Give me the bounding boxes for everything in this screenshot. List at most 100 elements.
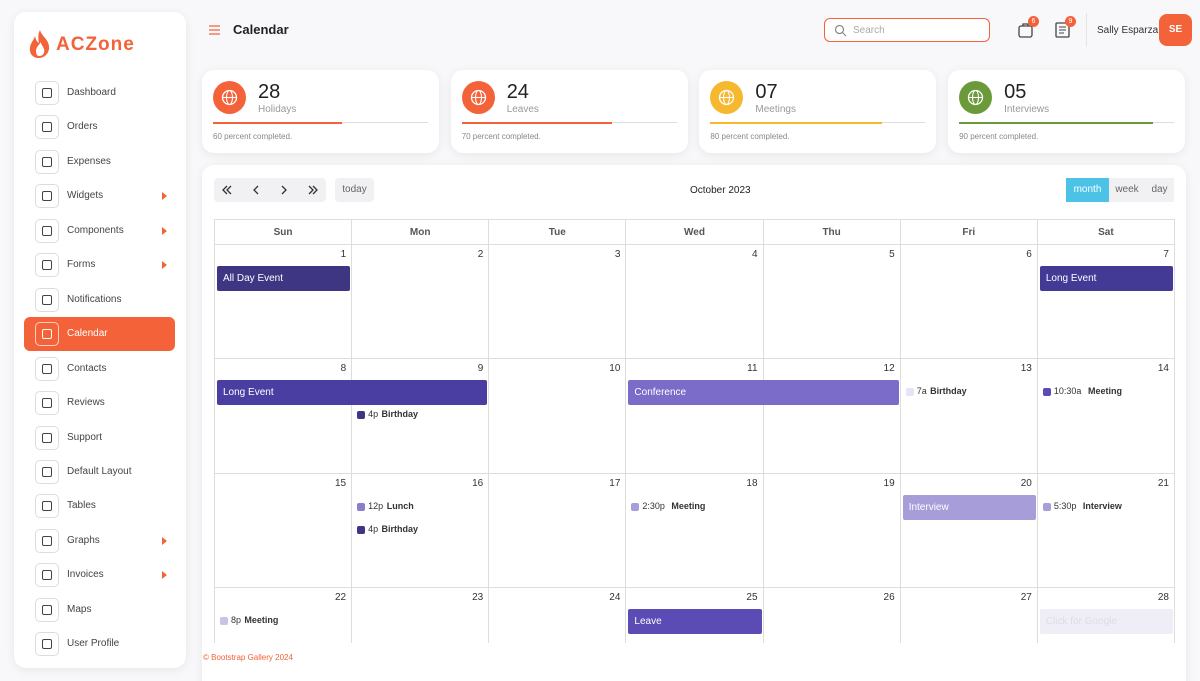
day-number: 20: [1020, 477, 1032, 489]
avatar[interactable]: SE: [1159, 14, 1192, 46]
day-cell[interactable]: [1037, 245, 1174, 360]
nav-label[interactable]: Expenses: [67, 155, 111, 167]
event-title[interactable]: Meeting: [671, 500, 706, 511]
tasks-icon[interactable]: [1054, 21, 1072, 39]
day-cell[interactable]: [900, 245, 1038, 360]
day-number: 19: [883, 477, 895, 489]
day-cell[interactable]: [1037, 359, 1174, 474]
event-block[interactable]: All Day Event: [217, 266, 351, 291]
event-block[interactable]: Interview: [902, 494, 1036, 520]
event-block[interactable]: Click for Google: [1039, 609, 1173, 635]
globe: [470, 89, 486, 106]
event-block[interactable]: Leave: [628, 609, 762, 635]
event-time[interactable]: 2:30p: [642, 500, 665, 511]
nav-label[interactable]: Support: [67, 431, 103, 443]
event-title[interactable]: Birthday: [930, 386, 967, 397]
submenu-arrow: [162, 261, 167, 270]
nav-label[interactable]: Contacts: [67, 362, 107, 374]
event-dot: [1042, 502, 1051, 511]
day-cell[interactable]: [489, 359, 627, 474]
day-cell[interactable]: [352, 473, 490, 589]
day-cell[interactable]: [626, 359, 764, 474]
event-time[interactable]: 12p: [368, 500, 384, 511]
nav-icon-glyph: [42, 225, 52, 236]
event-dot: [357, 411, 366, 420]
day-cell[interactable]: [626, 245, 764, 360]
event-time[interactable]: 10:30a: [1053, 386, 1082, 397]
day-cell[interactable]: [900, 359, 1038, 474]
nav-label[interactable]: Default Layout: [67, 465, 132, 477]
day-cell[interactable]: [900, 473, 1038, 589]
day-cell[interactable]: [764, 588, 901, 643]
event-time[interactable]: 4p: [368, 409, 379, 420]
day-cell[interactable]: [215, 473, 353, 589]
day-cell[interactable]: [626, 473, 764, 589]
cart-icon[interactable]: [1017, 21, 1035, 39]
day-number: 26: [883, 592, 895, 604]
day-cell[interactable]: [352, 245, 490, 360]
nav-label[interactable]: Maps: [67, 603, 92, 615]
nav-label[interactable]: Orders: [67, 121, 98, 133]
day-cell[interactable]: [763, 359, 901, 474]
day-cell[interactable]: [901, 588, 1038, 643]
nav-label[interactable]: Components: [67, 224, 124, 236]
nav-label[interactable]: Dashboard: [67, 87, 116, 98]
event-title[interactable]: Lunch: [386, 500, 414, 511]
event-title[interactable]: Birthday: [381, 409, 419, 420]
footer: © Bootstrap Gallery 2024: [203, 653, 293, 662]
nav-arrows[interactable]: [214, 178, 326, 202]
day-cell[interactable]: [215, 245, 353, 360]
day-number: 10: [609, 363, 621, 375]
day-cell[interactable]: [489, 588, 627, 643]
event-title[interactable]: Interview: [1082, 500, 1122, 511]
day-cell[interactable]: [352, 588, 490, 643]
view-button[interactable]: month: [1066, 178, 1109, 202]
brand: ACZone: [56, 34, 135, 55]
today-button[interactable]: today: [335, 178, 374, 202]
event-time[interactable]: 4p: [368, 523, 379, 534]
day-cell[interactable]: [1037, 473, 1174, 589]
day-cell[interactable]: [352, 359, 490, 474]
stat-note: 80 percent completed.: [710, 132, 790, 141]
nav-label[interactable]: Widgets: [67, 190, 104, 202]
view-button[interactable]: week: [1109, 178, 1145, 202]
event-title[interactable]: Birthday: [381, 523, 419, 534]
menu-toggle[interactable]: [209, 25, 221, 35]
nav-icon-glyph: [42, 466, 52, 477]
nav-label[interactable]: Forms: [67, 259, 96, 271]
day-number: 13: [1020, 363, 1032, 375]
day-cell[interactable]: [489, 245, 627, 360]
event-time[interactable]: 7a: [916, 386, 927, 397]
event-title[interactable]: Meeting: [244, 615, 279, 626]
day-cell[interactable]: [489, 473, 627, 589]
nav-label[interactable]: Notifications: [67, 293, 122, 305]
nav-label[interactable]: Graphs: [67, 534, 100, 546]
day-number: 2: [477, 249, 484, 260]
nav-icon-glyph: [42, 88, 52, 98]
event-block[interactable]: Long Event: [1039, 266, 1173, 291]
event-time[interactable]: 5:30p: [1053, 500, 1077, 511]
day-cell[interactable]: [1038, 588, 1174, 643]
nav-icon-glyph: [42, 535, 52, 546]
view-button[interactable]: day: [1145, 178, 1174, 202]
day-cell[interactable]: [215, 588, 353, 643]
event-block[interactable]: Long Event: [217, 380, 488, 406]
nav-label[interactable]: Calendar: [67, 328, 108, 340]
nav-label[interactable]: Tables: [67, 500, 96, 512]
event-block[interactable]: Conference: [628, 380, 899, 406]
event-title[interactable]: Meeting: [1088, 386, 1123, 397]
stat-card: [699, 70, 937, 153]
day-number: 8: [340, 363, 347, 375]
day-number: 6: [1026, 249, 1032, 260]
nav-label[interactable]: Reviews: [67, 397, 105, 409]
nav-label[interactable]: Invoices: [67, 569, 104, 581]
day-cell[interactable]: [763, 245, 901, 360]
nav-icon: [35, 356, 59, 381]
event-time[interactable]: 8p: [231, 615, 242, 626]
nav-label[interactable]: User Profile: [67, 638, 120, 650]
day-cell[interactable]: [626, 588, 764, 643]
nav-icon-glyph: [42, 260, 52, 271]
search-box[interactable]: Search: [824, 18, 990, 42]
day-cell[interactable]: [215, 359, 353, 474]
day-cell[interactable]: [763, 473, 901, 589]
